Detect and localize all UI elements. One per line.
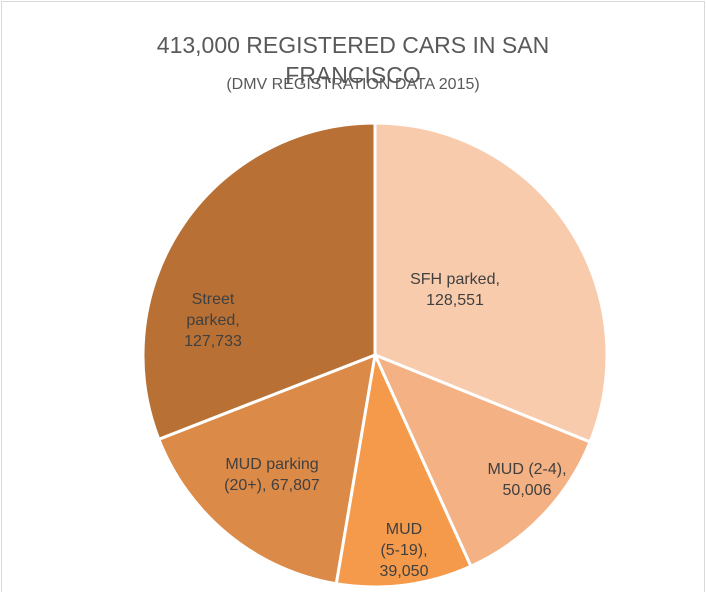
value-label: 39,050	[379, 563, 429, 580]
pie-slice	[373, 121, 609, 444]
pie-slice	[372, 352, 593, 569]
pie-slice	[156, 352, 377, 586]
chart-title: 413,000 REGISTERED CARS IN SAN FRANCISCO	[156, 32, 550, 88]
pie-slice	[141, 121, 377, 442]
data-label: MUD (5-19), 39,050	[374, 519, 434, 582]
category-label: SFH parked,	[410, 271, 500, 288]
category-label: Street parked,	[186, 291, 240, 329]
pie-slice	[334, 349, 473, 589]
data-label: SFH parked, 128,551	[400, 269, 510, 311]
value-label: 128,551	[426, 292, 484, 309]
data-label: Street parked, 127,733	[176, 289, 251, 352]
value-label: 67,807	[270, 477, 320, 494]
category-label: MUD (5-19),	[380, 521, 428, 559]
data-label: MUD parking (20+), 67,807	[215, 454, 330, 496]
value-label: 50,006	[502, 482, 552, 499]
chart-subtitle: (DMV REGISTRATION DATA 2015)	[226, 76, 480, 93]
value-label: 127,733	[184, 333, 242, 350]
category-label: MUD (2-4),	[487, 461, 567, 478]
data-label: MUD (2-4), 50,006	[477, 459, 577, 501]
category-label: MUD parking (20+),	[224, 456, 319, 494]
